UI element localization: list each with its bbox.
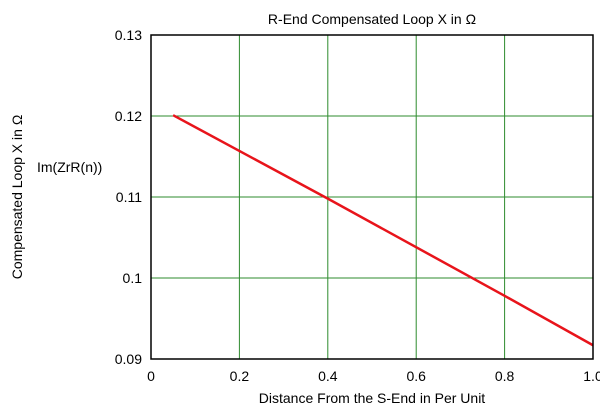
x-tick-label: 0 (147, 368, 155, 384)
y-tick-label: 0.11 (116, 189, 142, 205)
x-tick-labels: 0 0.2 0.4 0.6 0.8 1.0 (147, 368, 600, 384)
y-tick-labels: 0.09 0.1 0.11 0.12 0.13 (115, 27, 142, 367)
y-axis-label: Compensated Loop X in Ω (9, 115, 25, 280)
y-tick-label: 0.12 (115, 108, 142, 124)
plot-frame (150, 34, 594, 360)
y-tick-label: 0.1 (123, 270, 143, 286)
x-tick-label: 0.2 (230, 368, 250, 384)
y-tick-label: 0.09 (115, 351, 142, 367)
chart-title: R-End Compensated Loop X in Ω (268, 11, 476, 27)
y-tick-label: 0.13 (115, 27, 142, 43)
series-layer (172, 114, 594, 347)
x-tick-label: 0.4 (318, 368, 338, 384)
series-label: Im(ZrR(n)) (37, 159, 102, 175)
x-tick-label: 0.8 (495, 368, 515, 384)
grid (151, 35, 593, 359)
x-tick-label: 1.0 (583, 368, 600, 384)
x-axis-label: Distance From the S-End in Per Unit (259, 390, 486, 406)
x-tick-label: 0.6 (406, 368, 426, 384)
series-line (172, 114, 594, 347)
